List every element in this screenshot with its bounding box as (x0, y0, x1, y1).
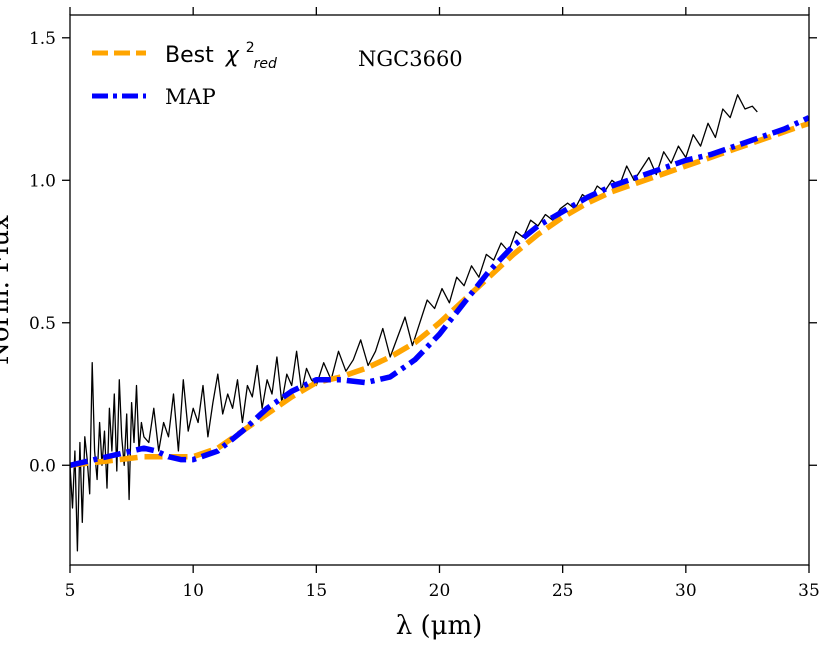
series-line-best-chi2 (70, 120, 809, 469)
x-tick-label: 10 (182, 581, 204, 601)
x-tick-label: 35 (798, 581, 820, 601)
y-axis-label: Norm. Flux (0, 215, 15, 365)
x-axis-label: λ (μm) (396, 611, 483, 641)
y-tick-label: 1.5 (29, 29, 56, 49)
x-tick-label: 25 (552, 581, 574, 601)
y-tick-label: 1.0 (29, 171, 56, 191)
x-tick-label: 5 (65, 581, 76, 601)
y-tick-label: 0.0 (29, 456, 56, 476)
series-line-map (70, 115, 809, 468)
x-tick-label: 20 (429, 581, 451, 601)
chart-annotation: NGC3660 (358, 47, 463, 71)
legend-label-best: Best χ 2 red (165, 33, 277, 72)
axis-ticks: 5 10 15 20 25 30 35 0.0 0.5 1.0 1.5 (29, 7, 820, 601)
plot-area (70, 94, 809, 552)
series-line-observed (70, 94, 758, 552)
legend-label-map: MAP (165, 85, 216, 109)
y-tick-label: 0.5 (29, 314, 56, 334)
x-tick-label: 15 (306, 581, 328, 601)
x-tick-label: 30 (675, 581, 697, 601)
legend: Best χ 2 red MAP (92, 33, 277, 109)
